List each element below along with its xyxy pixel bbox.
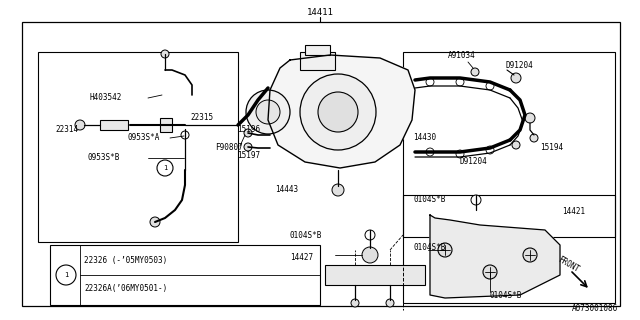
Circle shape — [161, 50, 169, 58]
Bar — [160, 118, 172, 132]
Text: 0104S*B: 0104S*B — [413, 196, 445, 204]
Circle shape — [511, 73, 521, 83]
Circle shape — [523, 248, 537, 262]
Bar — [305, 45, 330, 55]
Circle shape — [318, 92, 358, 132]
Bar — [300, 52, 335, 70]
Bar — [325, 265, 425, 285]
Circle shape — [300, 74, 376, 150]
Bar — [403, 195, 615, 303]
Circle shape — [386, 299, 394, 307]
Text: 14421: 14421 — [562, 207, 585, 217]
Polygon shape — [430, 215, 560, 298]
Text: H403542: H403542 — [90, 93, 122, 102]
Text: 0104S*B: 0104S*B — [490, 292, 522, 300]
Circle shape — [150, 217, 160, 227]
Circle shape — [456, 78, 464, 86]
Text: 14427: 14427 — [290, 253, 313, 262]
Text: D91204: D91204 — [460, 157, 488, 166]
Bar — [403, 52, 615, 237]
Polygon shape — [268, 55, 415, 168]
Bar — [50, 245, 320, 305]
Bar — [38, 52, 238, 242]
Bar — [100, 120, 128, 130]
Text: 15196: 15196 — [237, 125, 260, 134]
Circle shape — [471, 195, 481, 205]
Circle shape — [456, 150, 464, 158]
Text: 0953S*B: 0953S*B — [88, 154, 120, 163]
Text: 22314: 22314 — [55, 125, 78, 134]
Circle shape — [256, 100, 280, 124]
Text: 22315: 22315 — [190, 114, 213, 123]
Circle shape — [157, 160, 173, 176]
Text: 15197: 15197 — [237, 150, 260, 159]
Text: 14443: 14443 — [275, 186, 298, 195]
Text: 22326 (-’05MY0503): 22326 (-’05MY0503) — [84, 255, 167, 265]
Circle shape — [75, 120, 85, 130]
Circle shape — [483, 265, 497, 279]
Text: 1: 1 — [163, 165, 167, 171]
Text: 14430: 14430 — [413, 133, 436, 142]
Circle shape — [426, 148, 434, 156]
Circle shape — [471, 68, 479, 76]
Text: FRONT: FRONT — [556, 255, 580, 275]
Text: 22326A(’06MY0501-): 22326A(’06MY0501-) — [84, 284, 167, 293]
Text: A073001086: A073001086 — [572, 304, 618, 313]
Text: 0953S*A: 0953S*A — [128, 133, 161, 142]
Circle shape — [181, 131, 189, 139]
Circle shape — [438, 243, 452, 257]
Circle shape — [246, 90, 290, 134]
Circle shape — [486, 82, 494, 90]
Text: 1: 1 — [64, 272, 68, 278]
Text: D91204: D91204 — [505, 60, 532, 69]
Text: F90807: F90807 — [215, 143, 243, 153]
Circle shape — [332, 184, 344, 196]
Circle shape — [351, 299, 359, 307]
Text: 14411: 14411 — [307, 8, 333, 17]
Bar — [22, 22, 620, 306]
Circle shape — [56, 265, 76, 285]
Circle shape — [525, 113, 535, 123]
Circle shape — [530, 134, 538, 142]
Text: A91034: A91034 — [448, 51, 476, 60]
Circle shape — [244, 129, 252, 137]
Text: 0104S*B: 0104S*B — [413, 244, 445, 252]
Circle shape — [362, 247, 378, 263]
Circle shape — [244, 143, 252, 151]
Circle shape — [486, 146, 494, 154]
Circle shape — [365, 230, 375, 240]
Text: 0104S*B: 0104S*B — [290, 230, 323, 239]
Circle shape — [426, 78, 434, 86]
Circle shape — [512, 141, 520, 149]
Text: 15194: 15194 — [540, 143, 563, 153]
